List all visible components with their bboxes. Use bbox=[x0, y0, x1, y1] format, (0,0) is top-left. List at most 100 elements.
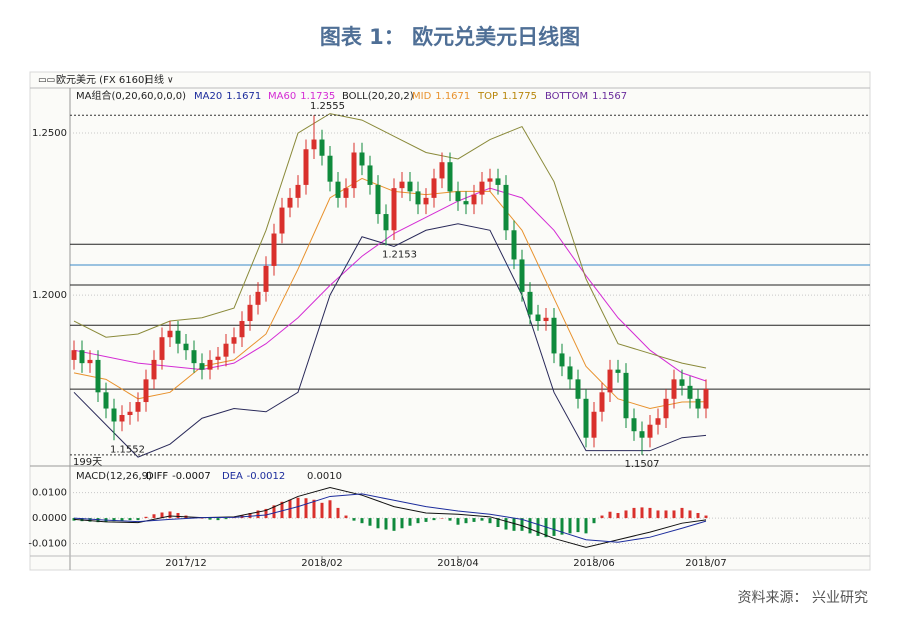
indicator-name: MID bbox=[412, 91, 432, 102]
candle-body bbox=[207, 359, 213, 370]
candle-body bbox=[511, 230, 517, 260]
indicator-group-title: MA组合(0,20,60,0,0,0) bbox=[76, 89, 186, 102]
dropdown-arrow[interactable]: ∨ bbox=[167, 76, 174, 86]
candle-body bbox=[455, 191, 461, 202]
macd-line bbox=[73, 487, 707, 548]
candle-body bbox=[663, 398, 669, 419]
candle-body bbox=[327, 155, 333, 182]
macd-bar bbox=[376, 518, 380, 529]
macd-bar bbox=[200, 518, 204, 519]
macd-bar bbox=[568, 518, 572, 534]
candle-body bbox=[495, 178, 501, 185]
indicator-text: DEA -0.0012 bbox=[222, 471, 285, 482]
macd-bar bbox=[360, 518, 364, 524]
macd-bar bbox=[400, 518, 404, 529]
macd-bar bbox=[408, 518, 412, 526]
candle-body bbox=[215, 356, 221, 360]
candle-body bbox=[551, 317, 557, 354]
macd-bar bbox=[440, 518, 444, 519]
macd-bar bbox=[128, 518, 132, 521]
candle-body bbox=[607, 369, 613, 393]
candle-body bbox=[543, 317, 549, 322]
candle-body bbox=[71, 350, 77, 360]
candle-body bbox=[447, 162, 453, 192]
period-selector[interactable]: 日线 bbox=[144, 73, 164, 86]
macd-bar bbox=[416, 518, 420, 524]
indicator-text: TOP 1.1775 bbox=[477, 91, 537, 102]
candle-body bbox=[567, 366, 573, 380]
candle-body bbox=[159, 337, 165, 360]
macd-bar bbox=[680, 507, 684, 519]
x-tick-label: 2018/04 bbox=[437, 558, 479, 569]
candle-body bbox=[439, 162, 445, 179]
indicator-name: DEA bbox=[222, 471, 243, 482]
macd-bar bbox=[272, 505, 276, 519]
candle-body bbox=[263, 265, 269, 292]
indicator-line bbox=[73, 223, 707, 458]
candle-body bbox=[135, 402, 141, 412]
candle-body bbox=[519, 259, 525, 292]
candle-body bbox=[679, 379, 685, 386]
chart-background bbox=[29, 71, 871, 571]
macd-bar bbox=[304, 498, 308, 519]
histogram-value: 0.0010 bbox=[307, 471, 342, 482]
candle-body bbox=[407, 181, 413, 192]
candle-body bbox=[319, 139, 325, 156]
macd-bar bbox=[176, 513, 180, 519]
candle-body bbox=[223, 343, 229, 357]
indicator-text: DIFF -0.0007 bbox=[146, 471, 211, 482]
candle-body bbox=[335, 181, 341, 198]
macd-bar bbox=[456, 518, 460, 525]
indicator-value: 1.1775 bbox=[502, 91, 537, 102]
indicator-value: 1.1735 bbox=[300, 91, 335, 102]
candle-body bbox=[591, 411, 597, 438]
extreme-label: 1.1552 bbox=[110, 444, 145, 455]
macd-bar bbox=[160, 512, 164, 519]
macd-bar bbox=[328, 500, 332, 519]
macd-bar bbox=[560, 518, 564, 535]
indicator-text: MID 1.1671 bbox=[412, 91, 470, 102]
x-tick-label: 2017/12 bbox=[165, 558, 207, 569]
macd-bar bbox=[96, 518, 100, 523]
candle-body bbox=[87, 359, 93, 364]
candle-body bbox=[287, 197, 293, 208]
extreme-label: 1.2555 bbox=[310, 101, 345, 112]
macd-bar bbox=[312, 499, 316, 519]
macd-bar bbox=[688, 510, 692, 519]
candle-body bbox=[703, 389, 709, 409]
candle-body bbox=[103, 392, 109, 409]
candle-body bbox=[647, 424, 653, 438]
candle-body bbox=[183, 343, 189, 351]
macd-bar bbox=[448, 518, 452, 521]
y-tick-label: 0.0000 bbox=[32, 513, 67, 524]
candle-body bbox=[351, 152, 357, 189]
candle-body bbox=[695, 398, 701, 409]
x-tick-label: 2018/06 bbox=[573, 558, 615, 569]
candle-body bbox=[79, 350, 85, 364]
candle-body bbox=[191, 350, 197, 364]
macd-bar bbox=[608, 511, 612, 519]
span-label: 199天 bbox=[73, 457, 102, 468]
macd-bar bbox=[248, 513, 252, 519]
candle-body bbox=[431, 178, 437, 198]
indicator-name: MA60 bbox=[268, 91, 296, 102]
candle-body bbox=[199, 363, 205, 370]
macd-bar bbox=[520, 518, 524, 531]
macd-bar bbox=[632, 507, 636, 519]
macd-bar bbox=[592, 518, 596, 524]
macd-bar bbox=[216, 518, 220, 521]
candle-body bbox=[271, 233, 277, 266]
macd-bar bbox=[432, 518, 436, 521]
macd-bar bbox=[120, 518, 124, 521]
x-tick-label: 2018/02 bbox=[301, 558, 343, 569]
candle-body bbox=[583, 398, 589, 438]
indicator-value: 1.1567 bbox=[592, 91, 627, 102]
y-tick-label: 0.0100 bbox=[32, 488, 67, 499]
macd-bar bbox=[584, 518, 588, 534]
candle-body bbox=[175, 330, 181, 344]
indicator-text: BOTTOM 1.1567 bbox=[545, 91, 627, 102]
macd-bar bbox=[208, 518, 212, 520]
candle-body bbox=[383, 214, 389, 231]
indicator-value: -0.0007 bbox=[172, 471, 211, 482]
